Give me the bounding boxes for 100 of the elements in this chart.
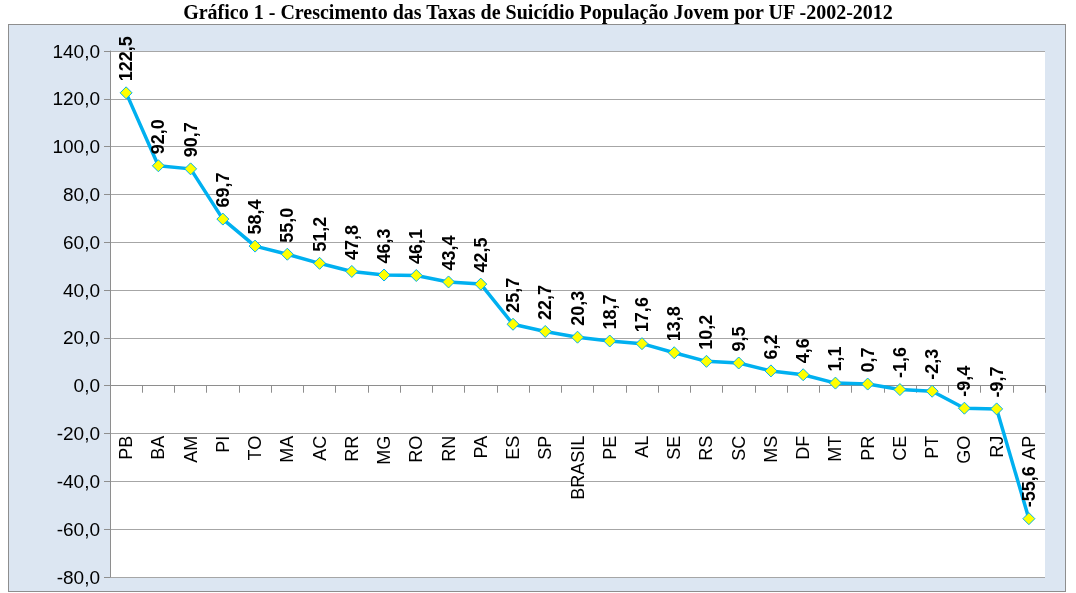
point (667, 346, 681, 360)
y-tick-label: 20,0 (63, 327, 100, 349)
data-label: 13,8 (664, 306, 685, 342)
point (635, 337, 649, 351)
point (861, 377, 875, 391)
data-label: 69,7 (212, 172, 233, 208)
point (990, 402, 1004, 416)
data-label: 42,5 (470, 237, 491, 273)
point (1022, 512, 1036, 526)
x-tick-label: PE (599, 435, 620, 460)
point (377, 268, 391, 282)
point (732, 356, 746, 370)
data-label: 25,7 (503, 277, 524, 313)
y-tick-label: 100,0 (52, 136, 100, 158)
data-label: 1,1 (825, 346, 846, 372)
y-tick-label: 40,0 (63, 279, 100, 301)
data-label: 0,7 (857, 347, 878, 373)
x-tick-label: MA (277, 435, 298, 463)
x-tick-label: PI (212, 435, 233, 453)
point (506, 317, 520, 331)
y-tick-label: -40,0 (56, 470, 100, 492)
chart-title: Gráfico 1 - Crescimento das Taxas de Suicídio População Jovem por UF -2002-2012 (183, 1, 893, 23)
x-tick-label: AM (180, 435, 201, 463)
point (184, 162, 198, 176)
data-label: 4,6 (793, 338, 814, 364)
data-label: 18,7 (599, 294, 620, 330)
x-tick-label: MS (760, 435, 781, 463)
x-tick-label: DF (793, 435, 814, 460)
point (313, 256, 327, 270)
point (216, 212, 230, 226)
x-tick-label: RO (406, 435, 427, 463)
x-tick-label: RN (438, 435, 459, 462)
data-label: 10,2 (696, 314, 717, 350)
data-label: -9,7 (986, 366, 1007, 398)
x-tick-label: AP (1018, 435, 1039, 460)
point (538, 324, 552, 338)
point (893, 383, 907, 397)
x-tick-label: SP (535, 435, 556, 460)
x-tick-label: BRASIL (567, 435, 588, 500)
x-tick-label: CE (889, 435, 910, 461)
point (699, 354, 713, 368)
data-label: -1,6 (889, 347, 910, 379)
x-tick-label: BA (148, 435, 169, 460)
data-label: -9,4 (954, 365, 975, 397)
point (409, 269, 423, 283)
point (571, 330, 584, 344)
y-tick-label: -60,0 (56, 518, 100, 540)
point (764, 364, 778, 378)
point (603, 334, 617, 348)
point (957, 401, 971, 415)
y-tick-label: 60,0 (63, 231, 100, 253)
x-tick-label: TO (245, 435, 266, 461)
y-tick-label: -20,0 (56, 423, 100, 445)
data-label: 58,4 (245, 199, 266, 235)
data-label: 122,5 (116, 36, 137, 82)
point (280, 247, 294, 261)
data-label: 55,0 (277, 207, 298, 243)
x-tick-label: AL (631, 435, 652, 458)
point (248, 239, 262, 253)
point (828, 376, 842, 390)
point (474, 277, 488, 291)
data-label: 90,7 (180, 122, 201, 158)
x-tick-label: RJ (986, 435, 1007, 458)
x-tick-label: RS (696, 435, 717, 461)
data-label: 6,2 (760, 334, 781, 360)
y-tick-label: 80,0 (63, 183, 100, 205)
y-tick-label: 0,0 (73, 375, 100, 397)
data-label: -2,3 (922, 348, 943, 380)
x-tick-label: ES (503, 435, 524, 460)
x-tick-label: AC (309, 435, 330, 461)
x-tick-label: MT (825, 435, 846, 462)
x-tick-label: GO (954, 435, 975, 464)
x-tick-label: PR (857, 435, 878, 461)
data-label: 92,0 (148, 119, 169, 155)
data-label: 43,4 (438, 235, 459, 271)
data-label: 46,1 (406, 228, 427, 265)
x-tick-label: RR (341, 435, 362, 462)
point (151, 159, 165, 173)
data-label: -55,6 (1018, 466, 1039, 508)
data-label: 9,5 (728, 326, 749, 352)
data-label: 17,6 (631, 297, 652, 333)
point (442, 275, 456, 289)
data-label: 47,8 (341, 224, 362, 260)
point (925, 384, 939, 398)
x-tick-label: PB (116, 435, 137, 460)
point (119, 86, 133, 100)
data-label: 20,3 (567, 290, 588, 326)
x-tick-label: MG (374, 435, 395, 465)
point (796, 368, 810, 382)
data-label: 51,2 (309, 216, 330, 252)
y-tick-label: 120,0 (52, 88, 100, 110)
data-label: 46,3 (374, 228, 395, 264)
point (345, 264, 359, 278)
data-label: 22,7 (535, 284, 556, 320)
y-tick-label: -80,0 (56, 566, 100, 588)
x-tick-label: PT (922, 435, 943, 459)
x-tick-label: SC (728, 435, 749, 461)
x-tick-label: SE (664, 435, 685, 460)
y-tick-label: 140,0 (52, 40, 100, 62)
x-tick-label: PA (470, 435, 491, 459)
